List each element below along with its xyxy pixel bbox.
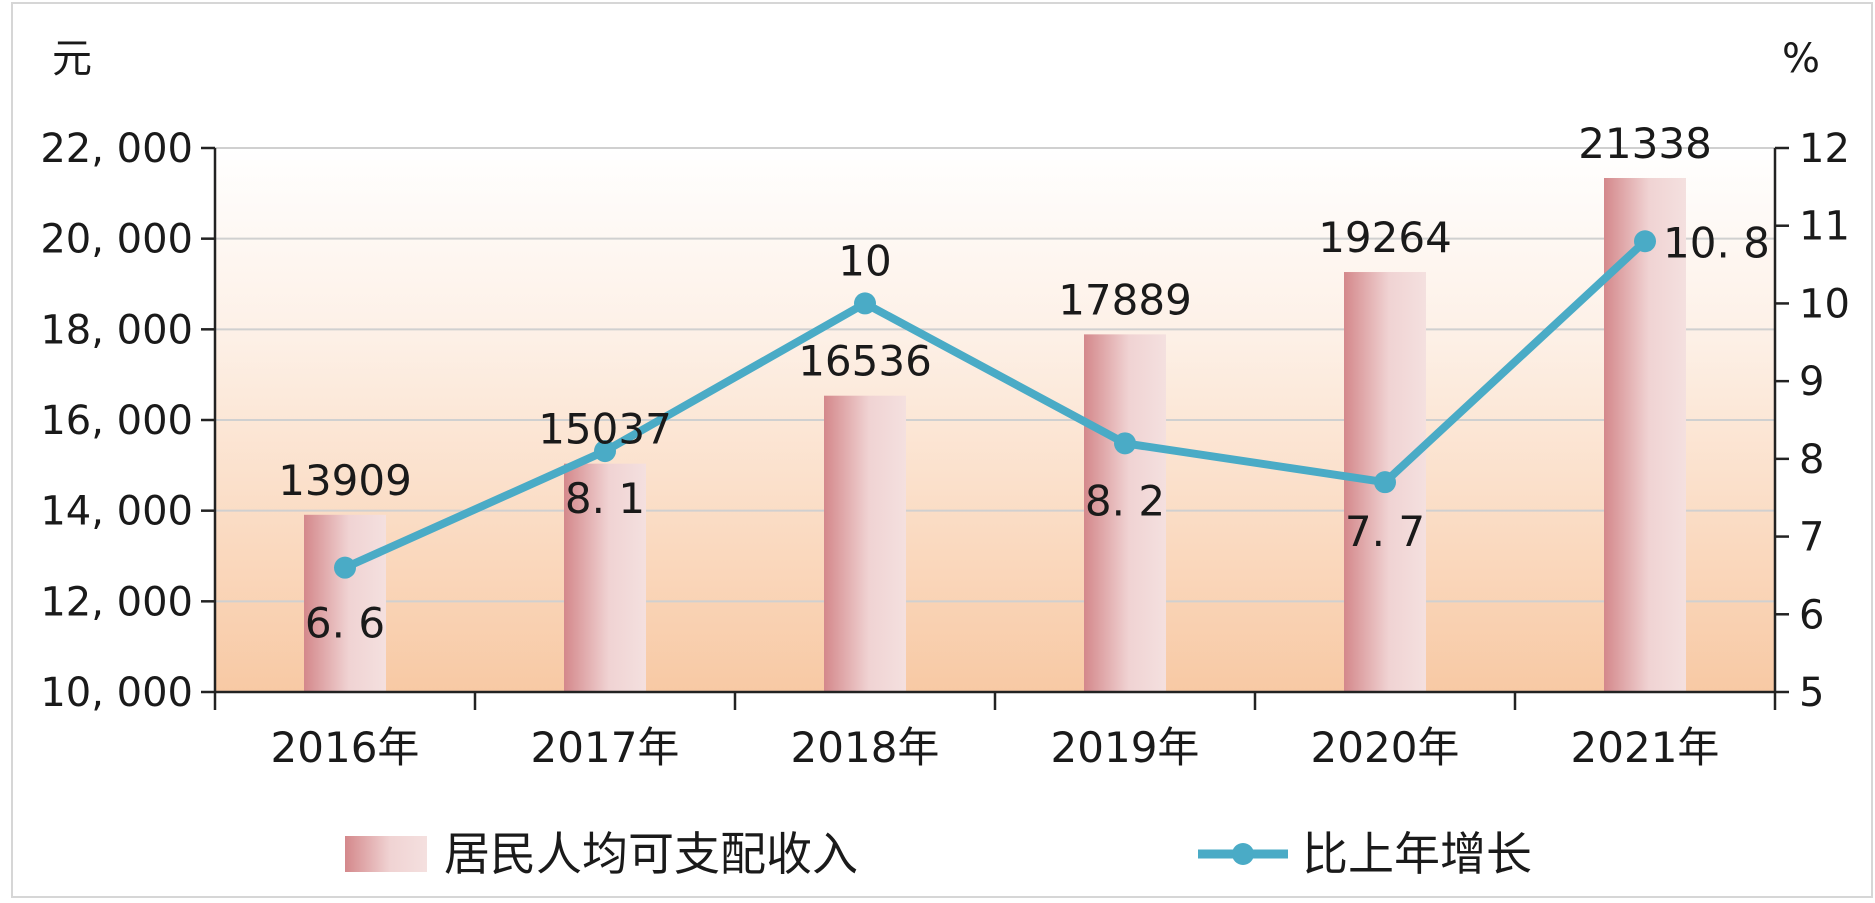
growth-line bbox=[343, 238, 1648, 572]
left-tick-label: 12, 000 bbox=[40, 579, 193, 625]
growth-value-label: 10. 8 bbox=[1663, 218, 1770, 267]
axes: 10, 000 12, 000 14, 000 16, 000 18, 000 20, 0… bbox=[40, 126, 1850, 772]
growth-value-label: 7. 7 bbox=[1345, 507, 1425, 556]
right-tick-label: 5 bbox=[1799, 670, 1824, 716]
growth-point-2017年 bbox=[594, 440, 616, 463]
right-tick-label: 9 bbox=[1799, 359, 1824, 405]
growth-point-2019年 bbox=[1114, 432, 1136, 455]
data-labels: 13909 15037 16536 17889 19264 21338 6. 6 8. 1 10… bbox=[278, 119, 1770, 648]
legend-line-label: 比上年增长 bbox=[1302, 827, 1532, 881]
bar-value-label: 13909 bbox=[278, 456, 412, 505]
bar-value-label: 17889 bbox=[1058, 275, 1192, 324]
legend-bar-label: 居民人均可支配收入 bbox=[444, 827, 858, 881]
line-series bbox=[334, 230, 1656, 579]
left-tick-label: 14, 000 bbox=[40, 489, 193, 535]
bar-value-label: 15037 bbox=[538, 405, 672, 454]
bar-value-label: 16536 bbox=[798, 337, 932, 386]
growth-point-2018年 bbox=[854, 292, 876, 315]
x-tick-label: 2017年 bbox=[531, 723, 680, 772]
bar-2019年 bbox=[1084, 334, 1166, 692]
left-tick-label: 20, 000 bbox=[40, 217, 193, 263]
x-tick-label: 2018年 bbox=[791, 723, 940, 772]
legend: 居民人均可支配收入 比上年增长 bbox=[345, 827, 1532, 881]
left-tick-label: 16, 000 bbox=[40, 398, 193, 444]
growth-value-label: 8. 2 bbox=[1085, 476, 1165, 525]
x-tick-label: 2016年 bbox=[271, 723, 420, 772]
chart-border bbox=[11, 2, 1873, 898]
bar-2016年 bbox=[304, 514, 386, 692]
left-tick-label: 18, 000 bbox=[40, 307, 193, 353]
left-tick-label: 10, 000 bbox=[40, 670, 193, 716]
growth-value-label: 6. 6 bbox=[305, 599, 385, 648]
left-tick-label: 22, 000 bbox=[40, 126, 193, 172]
legend-line-marker bbox=[1232, 843, 1254, 865]
left-axis-unit: 元 bbox=[52, 36, 92, 82]
right-axis-unit: % bbox=[1782, 36, 1820, 82]
growth-value-label: 8. 1 bbox=[565, 474, 645, 523]
growth-point-2021年 bbox=[1634, 230, 1656, 253]
bar-2018年 bbox=[824, 395, 906, 692]
growth-point-2016年 bbox=[334, 556, 356, 579]
right-tick-label: 12 bbox=[1799, 126, 1850, 172]
bar-value-label: 21338 bbox=[1578, 119, 1712, 168]
right-tick-label: 6 bbox=[1799, 592, 1824, 638]
x-tick-label: 2020年 bbox=[1311, 723, 1460, 772]
growth-value-label: 10 bbox=[838, 236, 891, 285]
x-tick-label: 2021年 bbox=[1571, 723, 1720, 772]
right-tick-label: 8 bbox=[1799, 437, 1824, 483]
bar-value-label: 19264 bbox=[1318, 213, 1452, 262]
x-tick-label: 2019年 bbox=[1051, 723, 1200, 772]
bar-2017年 bbox=[564, 463, 646, 692]
legend-bar-swatch bbox=[345, 836, 427, 872]
right-tick-label: 11 bbox=[1799, 204, 1850, 250]
growth-point-2020年 bbox=[1374, 471, 1396, 494]
right-tick-label: 10 bbox=[1799, 281, 1850, 327]
right-tick-label: 7 bbox=[1799, 515, 1824, 561]
